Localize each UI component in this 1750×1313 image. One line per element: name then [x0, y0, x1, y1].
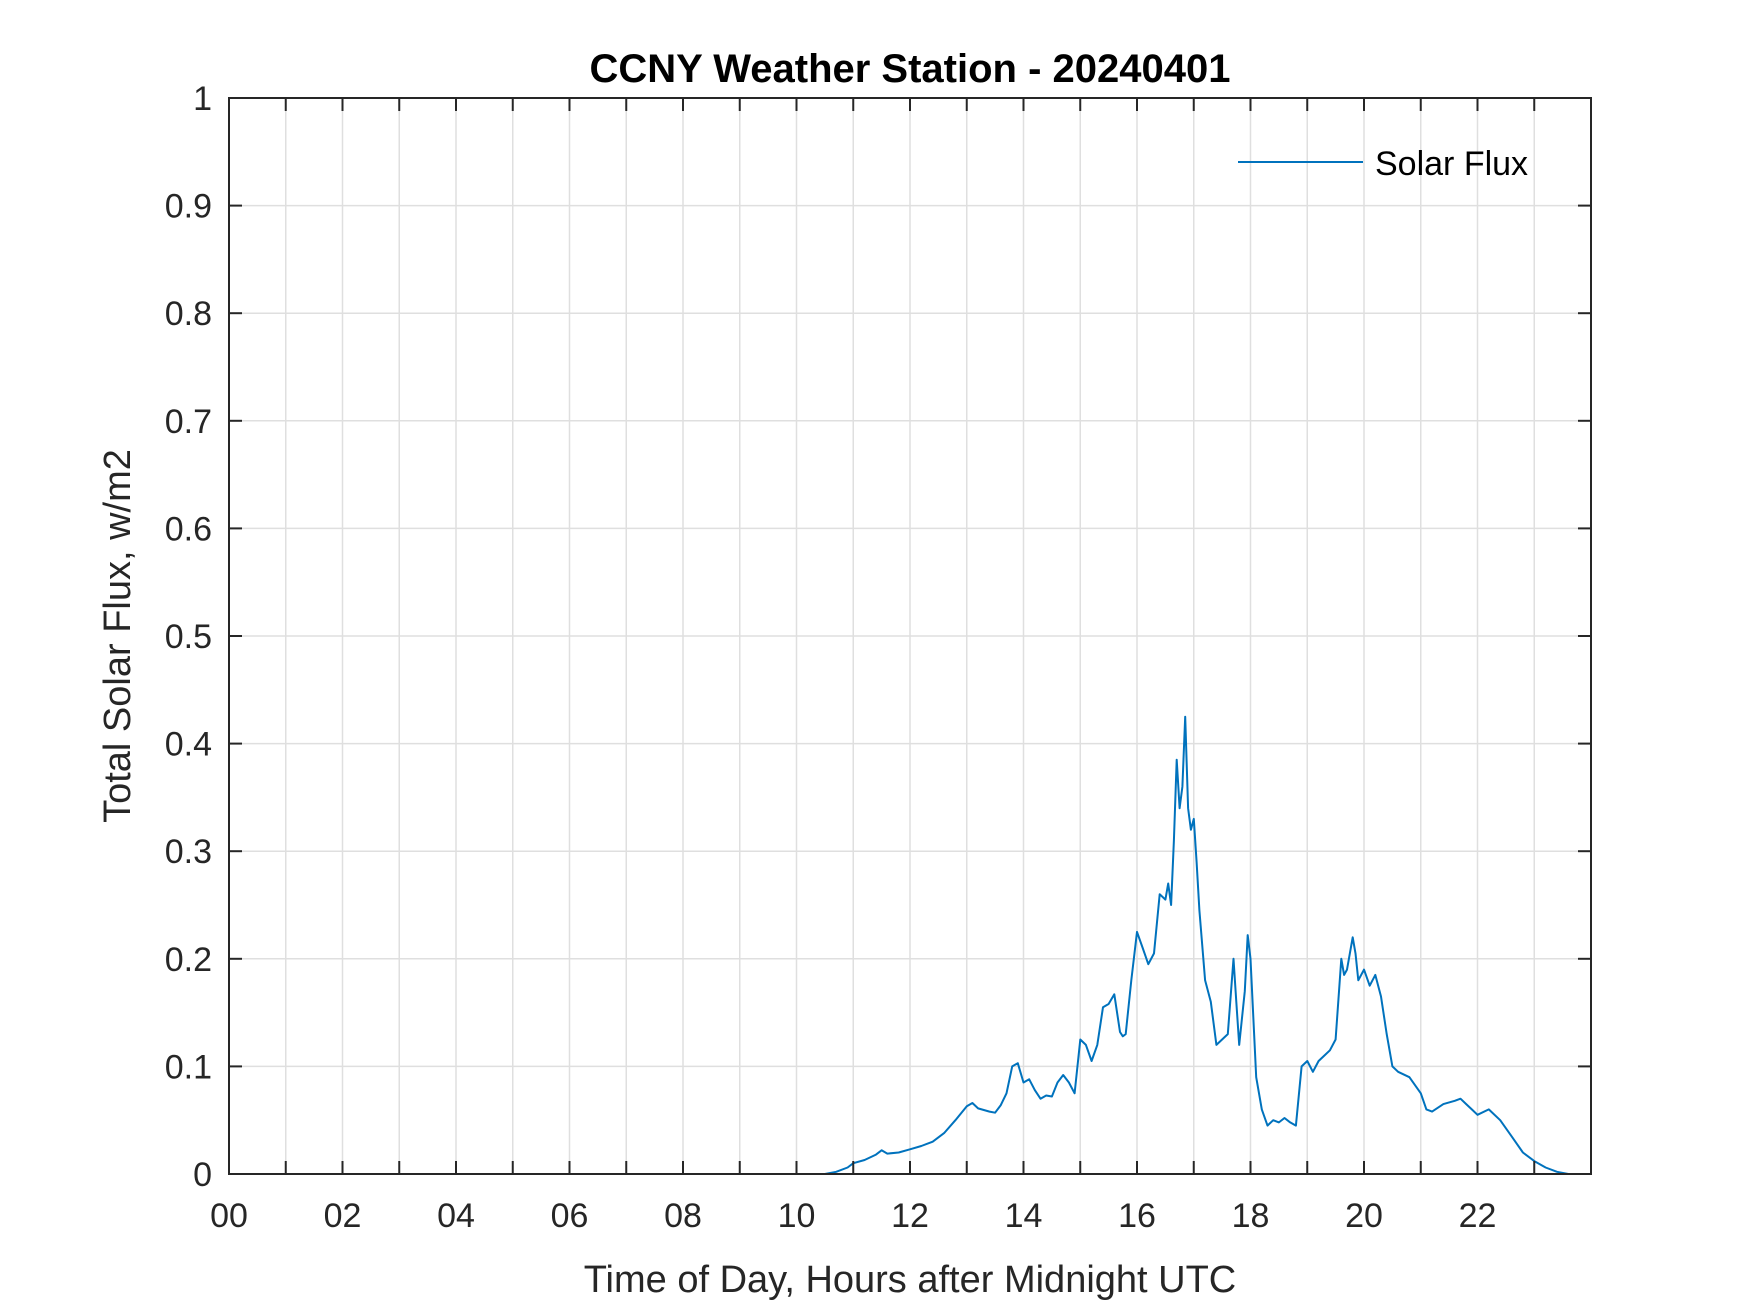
y-tick-label: 0	[193, 1156, 212, 1194]
y-tick-label: 0.4	[165, 726, 212, 764]
x-tick-label: 06	[551, 1197, 589, 1235]
y-tick-label: 0.7	[165, 403, 212, 441]
y-tick-label: 0.9	[165, 188, 212, 226]
x-tick-label: 16	[1118, 1197, 1156, 1235]
x-tick-label: 12	[891, 1197, 929, 1235]
tick-labels: 00 02 04 06 08 10 12 14 16 18 20 22 0 0.1 0.2 0.3 0.4 0.5…	[165, 80, 1497, 1235]
x-tick-label: 08	[664, 1197, 702, 1235]
y-tick-label: 0.6	[165, 510, 212, 548]
y-tick-label: 0.3	[165, 833, 212, 871]
legend-label-solar-flux: Solar Flux	[1375, 145, 1528, 183]
axis-ticks	[228, 97, 1591, 1175]
y-tick-label: 0.8	[165, 295, 212, 333]
series-line-solar-flux	[229, 715, 1591, 1175]
x-axis-label: Time of Day, Hours after Midnight UTC	[584, 1259, 1237, 1301]
y-tick-label: 0.1	[165, 1048, 212, 1086]
x-tick-label: 22	[1459, 1197, 1497, 1235]
chart-title: CCNY Weather Station - 20240401	[590, 47, 1231, 91]
x-tick-label: 00	[210, 1197, 248, 1235]
x-tick-label: 04	[437, 1197, 475, 1235]
y-tick-label: 0.5	[165, 618, 212, 656]
y-tick-label: 0.2	[165, 941, 212, 979]
y-tick-label: 1	[193, 80, 212, 118]
x-tick-label: 20	[1345, 1197, 1383, 1235]
x-tick-label: 14	[1005, 1197, 1043, 1235]
legend: Solar Flux	[1238, 145, 1528, 183]
series-layer	[229, 715, 1591, 1175]
x-tick-label: 10	[778, 1197, 816, 1235]
x-tick-label: 18	[1232, 1197, 1270, 1235]
y-axis-label: Total Solar Flux, w/m2	[97, 449, 139, 823]
x-tick-label: 02	[324, 1197, 362, 1235]
